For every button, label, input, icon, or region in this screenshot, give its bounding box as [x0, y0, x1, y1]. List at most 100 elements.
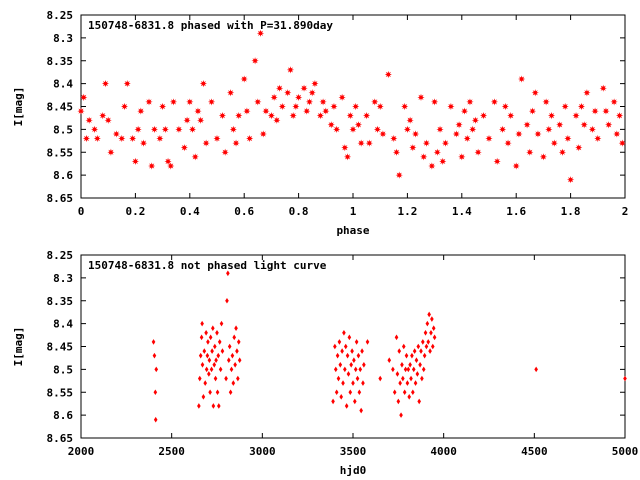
data-point [458, 153, 466, 161]
data-point [275, 84, 284, 92]
data-point [340, 348, 344, 354]
data-point [197, 375, 202, 382]
data-point [441, 139, 450, 147]
data-point [583, 89, 591, 97]
chart-title: 150748-6831.8 not phased light curve [88, 259, 327, 272]
y-tick-label: 8.3 [53, 32, 73, 45]
data-point [225, 297, 229, 304]
data-point [227, 89, 235, 97]
data-point [575, 144, 583, 152]
data-point [432, 334, 437, 341]
data-point [337, 339, 342, 345]
data-point [202, 348, 207, 354]
data-point [406, 116, 414, 124]
data-point [360, 348, 364, 354]
data-point [335, 352, 340, 359]
data-point [577, 102, 586, 111]
x-tick-label: 1.8 [561, 205, 581, 218]
data-point [439, 157, 447, 165]
data-point [356, 352, 361, 359]
data-point [167, 162, 175, 170]
data-point [134, 125, 142, 133]
data-point [85, 116, 93, 124]
data-point [343, 366, 347, 373]
data-point [572, 112, 580, 120]
x-tick-label: 0.6 [234, 205, 254, 218]
data-point [218, 112, 227, 120]
data-point [526, 148, 534, 156]
data-point [236, 339, 241, 345]
data-point [421, 366, 426, 373]
x-axis-label: hjd0 [340, 464, 367, 477]
data-point [518, 75, 526, 83]
data-point [336, 375, 341, 382]
data-point [421, 339, 425, 345]
data-point [550, 139, 558, 147]
data-point [327, 121, 335, 129]
data-point [415, 371, 420, 377]
data-point [405, 380, 410, 386]
data-point [423, 329, 428, 336]
x-tick-label: 4000 [430, 445, 457, 458]
data-point [183, 116, 191, 124]
data-point [231, 380, 236, 386]
data-point [400, 362, 404, 368]
data-point [361, 380, 365, 386]
data-point [120, 102, 129, 111]
data-point [499, 125, 507, 133]
data-point [235, 112, 243, 120]
data-point [227, 343, 232, 350]
data-point [411, 130, 420, 138]
data-point [217, 339, 222, 345]
data-point [211, 403, 216, 409]
data-point [409, 144, 417, 152]
data-point [567, 176, 575, 184]
data-point [417, 93, 425, 101]
data-point [201, 394, 206, 400]
data-point [180, 144, 188, 152]
data-point [232, 334, 237, 341]
data-point [373, 125, 382, 133]
data-point [613, 130, 621, 138]
data-point [408, 362, 412, 368]
data-point [399, 412, 403, 418]
data-point [262, 107, 270, 115]
data-point [422, 139, 431, 147]
data-point [355, 375, 360, 382]
data-point [352, 102, 360, 111]
data-point [256, 29, 265, 37]
data-point [207, 98, 216, 106]
data-point [561, 102, 569, 111]
data-point [295, 93, 303, 101]
data-point [460, 107, 469, 115]
data-point [137, 107, 145, 115]
data-point [240, 75, 248, 83]
x-tick-label: 1.2 [397, 205, 417, 218]
data-point [425, 320, 430, 327]
data-point [564, 134, 572, 143]
data-point [236, 375, 240, 382]
x-tick-label: 1 [350, 205, 357, 218]
data-point [416, 343, 421, 350]
data-point [161, 125, 169, 133]
data-point [131, 157, 139, 165]
data-point [199, 80, 207, 88]
data-point [402, 389, 407, 396]
data-point [411, 389, 415, 396]
data-point [547, 112, 556, 120]
data-point [230, 352, 235, 359]
x-tick-label: 0 [78, 205, 85, 218]
data-point [289, 112, 297, 120]
x-tick-label: 1.4 [452, 205, 472, 218]
x-tick-label: 3500 [340, 445, 367, 458]
data-point [208, 389, 212, 396]
data-point [352, 357, 356, 364]
data-point [197, 403, 201, 409]
x-tick-label: 0.4 [180, 205, 200, 218]
data-point [284, 89, 292, 97]
data-point [219, 320, 224, 327]
data-point [358, 366, 363, 373]
data-point [123, 80, 131, 88]
data-point [363, 112, 371, 120]
data-point [221, 148, 229, 156]
